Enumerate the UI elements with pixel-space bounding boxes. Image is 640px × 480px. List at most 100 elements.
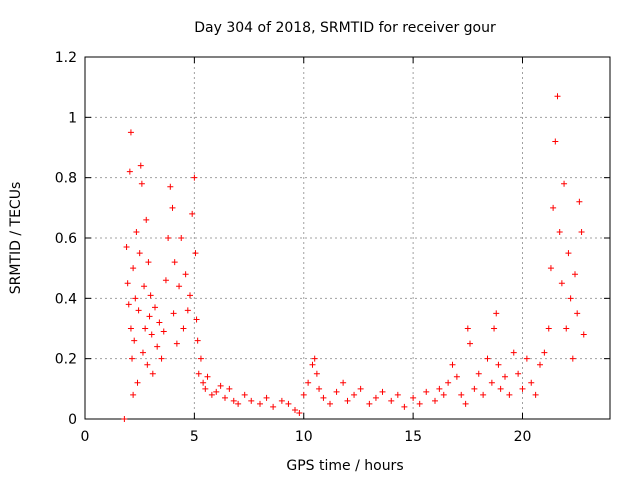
data-point [149,370,156,377]
data-point [480,391,487,398]
data-point [464,325,471,332]
data-point [410,394,417,401]
data-point [545,325,552,332]
data-point [416,400,423,407]
y-tick-label: 0.8 [55,171,77,187]
data-point [563,325,570,332]
data-point [200,379,207,386]
data-point [222,394,228,401]
data-point [142,325,149,332]
data-point [440,391,447,398]
data-point [510,349,517,356]
data-point [133,228,140,235]
data-point [136,250,143,257]
data-point [147,292,154,299]
data-point [366,400,373,407]
data-point [143,216,150,223]
data-point [523,355,530,362]
data-point [558,280,565,287]
data-point [213,388,220,395]
data-point [202,385,209,392]
data-point [148,331,155,338]
data-point [195,370,202,377]
data-point [567,295,574,302]
data-point [401,403,408,410]
data-point [394,391,401,398]
data-point [126,168,133,175]
data-point [576,198,583,205]
axis-ticks: 0 5 10 15 20 0 0.2 0.4 0.6 0.8 1 1.2 [55,50,610,445]
data-point [519,385,526,392]
data-points [121,93,587,422]
data-point [158,355,165,362]
data-point [436,385,443,392]
data-point [316,385,323,392]
x-axis-label: GPS time / hours [286,458,403,474]
data-point [226,385,233,392]
data-point [131,337,138,344]
x-tick-label: 0 [81,429,90,445]
data-point [528,379,535,386]
data-point [146,313,153,320]
data-point [241,391,248,398]
data-point [208,391,215,398]
data-point [572,271,578,278]
grid-lines [85,57,610,419]
data-point [493,310,500,317]
data-point [180,325,187,332]
data-point [449,361,456,368]
data-point [313,370,320,377]
data-point [502,373,508,380]
data-point [144,361,151,368]
data-point [189,210,196,217]
data-point [125,301,132,308]
data-point [357,385,364,392]
data-point [495,361,502,368]
chart-title: Day 304 of 2018, SRMTID for receiver gou… [194,20,496,36]
data-point [541,349,548,356]
data-point [145,259,152,266]
data-point [333,388,340,395]
data-point [488,379,495,386]
data-point [309,361,316,368]
data-point [388,397,395,404]
data-point [300,391,307,398]
data-point [160,328,167,335]
data-point [169,204,176,211]
data-point [257,400,263,407]
data-point [263,394,270,401]
data-point [132,295,139,302]
data-point [552,138,559,145]
data-point [379,388,386,395]
data-point [574,310,581,317]
data-point [156,319,163,326]
data-point [484,355,491,362]
data-point [278,397,285,404]
x-tick-label: 15 [404,429,422,445]
data-point [471,385,478,392]
data-point [165,235,172,241]
data-point [453,373,460,380]
data-point [167,183,174,190]
data-point [129,355,136,362]
data-point [152,304,158,311]
data-point [285,400,292,407]
data-point [462,400,469,407]
data-point [124,280,131,287]
data-point [130,391,137,398]
y-tick-label: 0.6 [55,231,77,247]
data-point [171,259,178,266]
data-point [351,391,358,398]
x-tick-label: 20 [514,429,532,445]
data-point [184,307,191,314]
data-point [556,228,563,235]
data-point [561,180,568,187]
data-point [154,343,161,350]
data-point [248,397,255,404]
data-point [292,406,298,413]
data-point [138,180,145,187]
data-point [554,93,561,100]
data-point [458,391,465,398]
data-point [134,379,141,386]
